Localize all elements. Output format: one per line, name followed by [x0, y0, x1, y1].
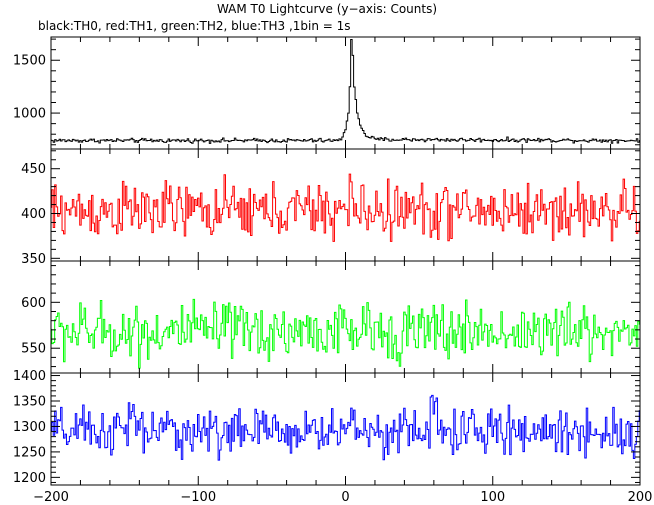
y-tick-label: 550 — [21, 342, 46, 357]
y-tick-label: 350 — [21, 252, 46, 267]
panel-th0: 1000 1500 — [13, 36, 641, 150]
panel-frame — [50, 260, 641, 374]
panels: 1000150035040045055060012001250130013501… — [13, 36, 641, 486]
series-line-th0 — [51, 38, 640, 144]
x-tick-label: 200 — [628, 490, 653, 505]
y-tick-label: 1400 — [13, 369, 46, 384]
series-line-th1 — [51, 173, 640, 242]
y-tick-label: 1500 — [13, 54, 46, 69]
y-tick-label: 400 — [21, 207, 46, 222]
series-line-th3 — [51, 394, 640, 461]
y-tick-label: 1200 — [13, 471, 46, 486]
panel-frame — [50, 36, 641, 150]
y-tick-label: 1000 — [13, 107, 46, 122]
panel-th2: 550 600 — [21, 260, 641, 374]
chart-subtitle: black:TH0, red:TH1, green:TH2, blue:TH3 … — [38, 19, 351, 33]
x-tick-label: 100 — [480, 490, 505, 505]
panel-frame — [50, 148, 641, 262]
x-tick-label: 0 — [341, 490, 349, 505]
panel-th1: 350 400 450 — [21, 148, 641, 267]
x-axis-ticks: −200 −100 0 100 200 — [33, 490, 652, 505]
x-tick-label: −100 — [180, 490, 216, 505]
y-tick-label: 1350 — [13, 395, 46, 410]
panel-th3: 1200 1250 1300 1350 1400 — [13, 369, 641, 486]
chart-title: WAM T0 Lightcurve (y−axis: Counts) — [217, 2, 437, 16]
y-tick-label: 1250 — [13, 445, 46, 460]
panel-frame — [50, 372, 641, 486]
y-tick-label: 450 — [21, 162, 46, 177]
series-line-th2 — [51, 298, 640, 369]
y-tick-label: 1300 — [13, 420, 46, 435]
x-tick-label: −200 — [33, 490, 69, 505]
y-tick-label: 600 — [21, 296, 46, 311]
